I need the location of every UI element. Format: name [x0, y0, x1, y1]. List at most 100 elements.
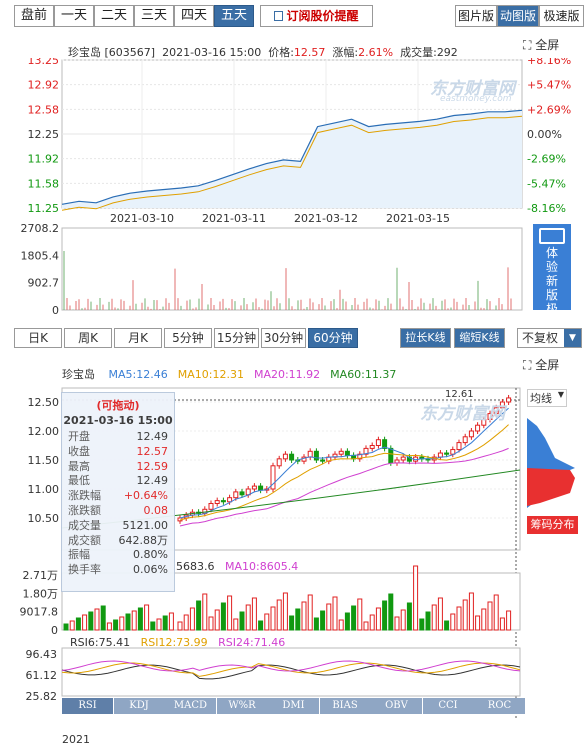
ma-1: MA10:12.31	[178, 368, 244, 381]
view-mode-1[interactable]: 动图版	[497, 5, 539, 27]
view-mode-2[interactable]: 极速版	[539, 5, 584, 27]
tab-3[interactable]: 三天	[134, 5, 174, 27]
kline-volume-bar	[125, 613, 131, 631]
tooltip-row: 涨跌额 0.08	[62, 504, 174, 519]
indicator-tab-7[interactable]: CCI	[422, 698, 474, 714]
intraday-y-left-label: 12.92	[28, 79, 60, 92]
adjust-select[interactable]: 不复权 ▼	[517, 328, 582, 348]
kline-tab-6[interactable]: 60分钟	[308, 328, 358, 348]
intraday-y-left-label: 12.58	[28, 103, 60, 116]
kline-volume-bar	[276, 599, 282, 631]
tab-4[interactable]: 四天	[174, 5, 214, 27]
tooltip-row: 最低 12.49	[62, 474, 174, 489]
new-version-promo[interactable]: 体验新版极速行情	[533, 224, 571, 358]
kline-tab-2[interactable]: 月K	[114, 328, 162, 348]
tab-0[interactable]: 盘前	[14, 5, 54, 27]
candle-body	[344, 450, 350, 456]
candle-body	[394, 459, 400, 464]
kline-volume-bar	[270, 606, 276, 631]
kline-volume-bar	[131, 610, 137, 631]
candle-body	[400, 456, 406, 461]
kline-volume-bar	[382, 600, 388, 631]
candle-body	[506, 397, 512, 403]
indicator-tab-5[interactable]: BIAS	[319, 698, 371, 714]
fullscreen-button[interactable]: ⛶ 全屏	[523, 36, 559, 53]
tooltip-value: 5121.00	[122, 518, 169, 532]
intraday-x-label: 2021-03-10	[110, 212, 174, 225]
kline-volume-bar	[208, 616, 214, 631]
dropdown-arrow-icon: ▼	[557, 390, 564, 399]
kline-tab-3[interactable]: 5分钟	[164, 328, 212, 348]
tooltip-value: 12.57	[136, 444, 169, 458]
tooltip-key: 收盘	[68, 444, 90, 458]
stock-change: 2.61%	[358, 46, 394, 59]
kline-volume-bar	[475, 615, 481, 631]
tooltip-value: 12.49	[136, 474, 169, 488]
rsi24-value: 71.46	[253, 636, 286, 649]
chip-red	[527, 468, 575, 506]
kline-vol-label: 0	[51, 624, 58, 637]
tab-5[interactable]: 五天	[214, 5, 254, 27]
kline-volume-bar	[301, 601, 307, 631]
kline-tab-4[interactable]: 15分钟	[214, 328, 259, 348]
tooltip-value: 0.80%	[133, 548, 168, 562]
ma-0: MA5:12.46	[109, 368, 168, 381]
kline-tab-1[interactable]: 周K	[64, 328, 112, 348]
intraday-y-right-label: +5.47%	[527, 79, 571, 92]
kline-fullscreen-button[interactable]: ⛶ 全屏	[523, 356, 559, 373]
kline-volume-bar	[506, 610, 512, 631]
rsi-y-label: 61.12	[26, 669, 58, 682]
price-label: 价格:	[268, 46, 294, 59]
rsi-area	[61, 647, 521, 697]
indicator-tab-8[interactable]: ROC	[474, 698, 525, 714]
chip-distribution-button[interactable]: 筹码分布	[527, 516, 578, 534]
kline-volume-bar	[456, 606, 462, 631]
candle-body	[208, 503, 214, 510]
kline-volume-bar	[150, 621, 156, 631]
kline-volume-bar	[119, 616, 125, 631]
pull-button-0[interactable]: 拉长K线	[400, 328, 451, 348]
kline-volume-bar	[351, 605, 357, 631]
tooltip-key: 涨跌幅	[68, 489, 101, 503]
candle-body	[233, 491, 239, 499]
watermark: 东方财富网	[430, 79, 515, 99]
data-tooltip[interactable]: (可拖动) 2021-03-16 15:00 开盘 12.49 收盘 12.57 最高 1…	[61, 392, 175, 592]
ma-value: 11.37	[364, 368, 397, 381]
rsi-line	[61, 664, 521, 680]
candle-body	[375, 439, 381, 447]
indicator-tab-6[interactable]: OBV	[371, 698, 422, 714]
stock-code: [603567]	[104, 46, 156, 59]
intraday-avg-line	[61, 115, 523, 211]
indicator-tab-1[interactable]: KDJ	[113, 698, 165, 714]
tab-1[interactable]: 一天	[54, 5, 94, 27]
mean-line-select[interactable]: 均线 ▼	[527, 389, 567, 407]
kline-tab-5[interactable]: 30分钟	[261, 328, 306, 348]
indicator-tab-0[interactable]: RSI	[62, 698, 113, 714]
intraday-x-label: 2021-03-12	[294, 212, 358, 225]
indicator-tab-3[interactable]: W%R	[216, 698, 268, 714]
max-price-label: 12.61	[445, 389, 474, 400]
stock-info: 珍宝岛 [603567] 2021-03-16 15:00 价格:12.57 涨…	[68, 44, 458, 60]
kline-volume-bar	[113, 619, 119, 631]
tooltip-value: 0.08	[143, 503, 169, 517]
kline-volume-bar	[462, 599, 468, 631]
intraday-y-right-label: -5.47%	[527, 177, 566, 190]
intraday-y-right-label: -2.69%	[527, 153, 566, 166]
tooltip-row: 成交量 5121.00	[62, 519, 174, 534]
indicator-tab-2[interactable]: MACD	[165, 698, 216, 714]
kline-volume-bar	[326, 603, 332, 631]
rsi-line	[61, 660, 521, 672]
tab-2[interactable]: 二天	[94, 5, 134, 27]
kline-tab-0[interactable]: 日K	[14, 328, 62, 348]
pull-button-1[interactable]: 缩短K线	[454, 328, 505, 348]
candle-body	[406, 456, 412, 462]
indicator-tab-4[interactable]: DMI	[268, 698, 319, 714]
kline-volume-bar	[338, 619, 344, 631]
kline-volume-bar	[94, 608, 100, 631]
kline-stock-name: 珍宝岛	[62, 368, 95, 381]
kline-vol-label: 2.71万	[23, 569, 59, 582]
kline-volume-bar	[233, 618, 239, 631]
intraday-chart[interactable]: 13.25 +8.16% 12.92 +5.47% 12.58 +2.69% 12.25 0.…	[0, 58, 587, 320]
view-mode-0[interactable]: 图片版	[455, 5, 497, 27]
subscribe-button[interactable]: 订阅股价提醒	[260, 5, 373, 27]
